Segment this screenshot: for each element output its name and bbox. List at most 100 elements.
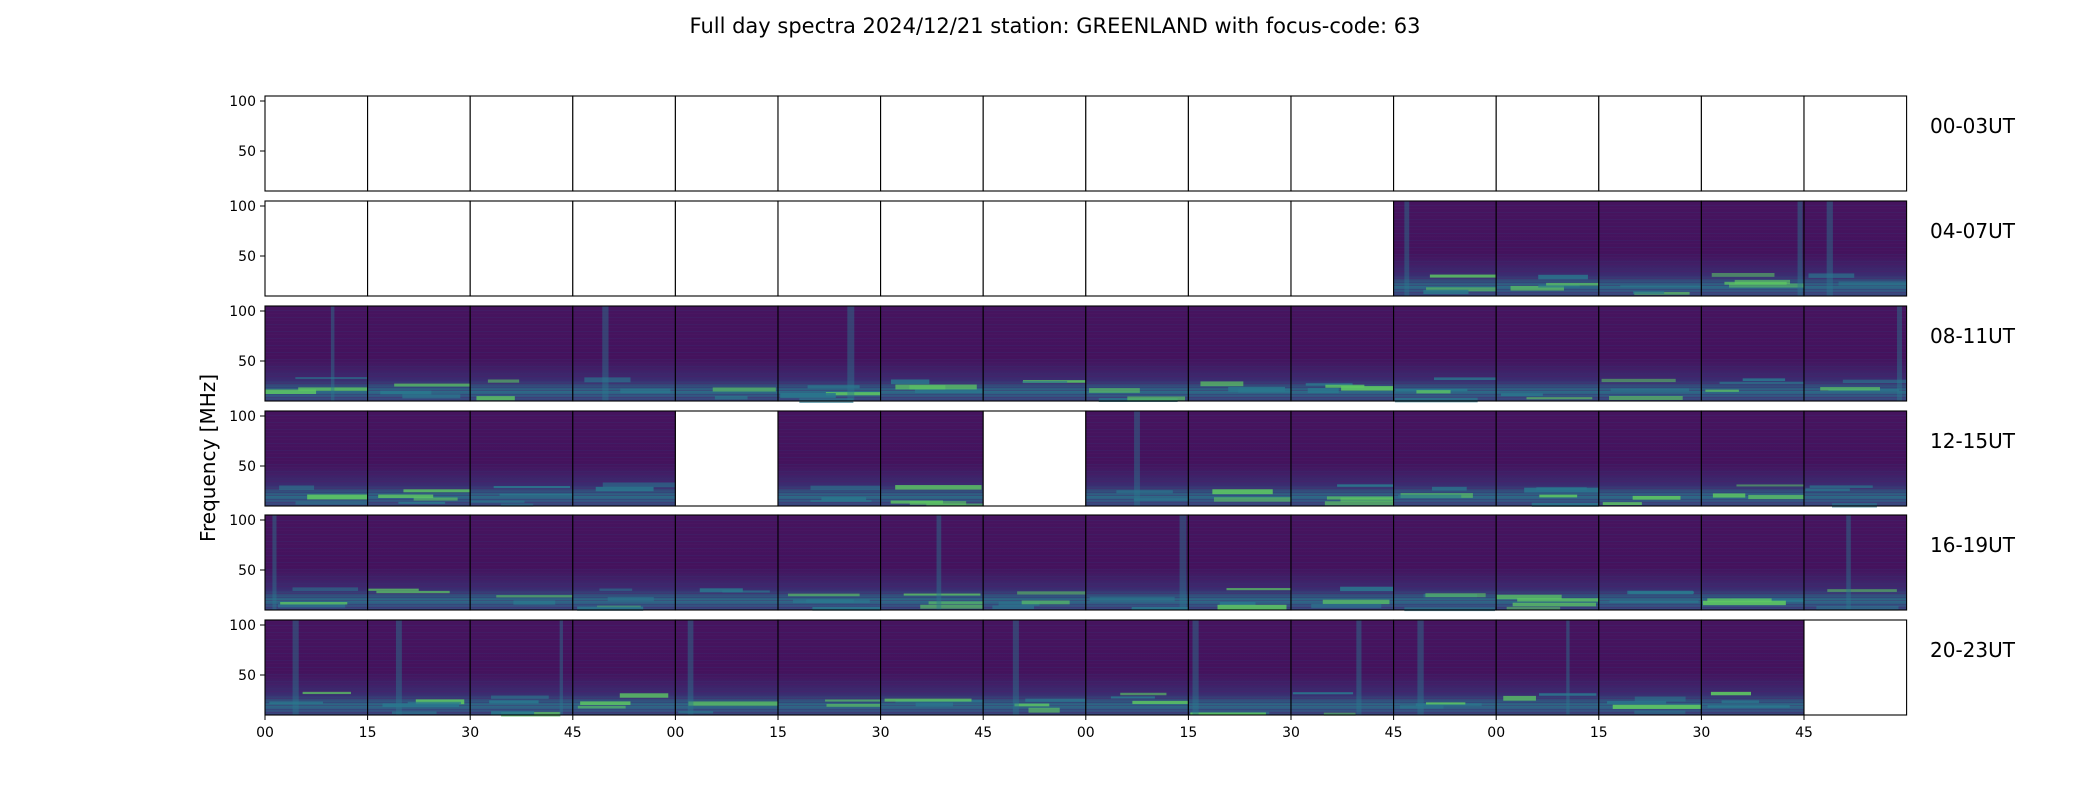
spectrum-streak <box>1356 620 1362 715</box>
spectrum-panel <box>1290 619 1395 716</box>
chart-title: Full day spectra 2024/12/21 station: GRE… <box>690 14 1421 38</box>
x-tick-label: 15 <box>1179 725 1197 741</box>
spectrum-band <box>1089 388 1140 393</box>
spectrum-band <box>1307 388 1339 394</box>
spectrum-texture <box>470 306 573 401</box>
spectrum-band <box>1022 380 1068 384</box>
x-tick-label: 45 <box>974 725 992 741</box>
spectrum-streak <box>1012 620 1019 715</box>
spectrum-band <box>403 489 471 493</box>
spectrum-band <box>1827 589 1897 592</box>
panel-grid <box>264 95 1908 717</box>
spectrum-band <box>928 601 984 605</box>
spectrum-empty <box>1291 201 1394 296</box>
spectrum-panel <box>572 95 676 192</box>
x-tick-label: 45 <box>564 725 582 741</box>
y-tick-label: 100 <box>229 618 256 634</box>
spectrum-empty <box>880 96 984 191</box>
spectrum-band <box>1602 502 1642 506</box>
y-tick-label: 50 <box>238 144 256 160</box>
spectrum-band <box>491 695 549 699</box>
row-label: 20-23UT <box>1930 638 2016 662</box>
spectrum-streak <box>1566 620 1570 715</box>
spectrum-texture <box>675 306 778 401</box>
spectrum-panel <box>1495 200 1600 297</box>
spectrum-panel <box>1393 95 1497 192</box>
spectrum-band <box>1742 378 1786 382</box>
spectrum-panel <box>1803 619 1908 716</box>
spectrum-band <box>807 385 860 389</box>
spectrum-panel <box>880 305 984 402</box>
spectrum-streak <box>602 306 609 401</box>
spectrum-band <box>295 501 368 505</box>
spectrum-band <box>1832 503 1877 508</box>
spectrum-band <box>1340 586 1394 592</box>
spectrum-band <box>398 501 446 504</box>
spectrum-band <box>1394 397 1478 403</box>
spectrum-panel <box>1700 305 1805 402</box>
spectrum-band <box>1025 698 1086 702</box>
spectrum-band <box>513 600 556 605</box>
spectrum-texture <box>367 306 471 401</box>
spectrum-empty <box>778 201 881 296</box>
spectrum-empty <box>1393 96 1497 191</box>
spectrum-band <box>1292 692 1354 695</box>
spectrum-panel <box>1803 200 1908 297</box>
spectrum-panel <box>367 410 471 507</box>
x-tick-label: 45 <box>1795 725 1813 741</box>
spectrum-band <box>1612 704 1702 709</box>
spectrum-panel <box>777 305 882 403</box>
spectrum-empty <box>367 96 471 191</box>
spectrum-band <box>1213 497 1291 502</box>
panel-frame <box>1803 619 1908 716</box>
spectrum-band <box>890 500 943 504</box>
spectrum-panel <box>1290 200 1395 297</box>
spectrum-band <box>1531 502 1599 507</box>
spectrum-empty <box>1804 96 1907 191</box>
spectrum-panel <box>1700 514 1805 611</box>
spectrum-band <box>926 503 984 507</box>
spectrum-band <box>1217 604 1287 610</box>
spectrum-panel <box>777 410 882 507</box>
spectrum-panel <box>1290 514 1395 611</box>
spectrum-band <box>998 601 1040 607</box>
spectrum-band <box>1341 386 1394 391</box>
spectrum-band <box>368 588 419 591</box>
spectrum-texture <box>880 411 984 506</box>
spectrum-band <box>380 390 432 395</box>
spectrum-panel <box>982 514 1087 611</box>
spectrum-panel <box>1495 410 1600 507</box>
spectrum-panel <box>1393 410 1497 507</box>
spectrum-texture <box>1188 620 1291 715</box>
spectrum-band <box>376 590 450 594</box>
spectrum-texture <box>1291 411 1394 506</box>
spectrum-band <box>1325 384 1365 388</box>
spectrum-empty <box>983 96 1086 191</box>
spectrum-band <box>1808 273 1855 278</box>
spectrum-panel <box>1700 200 1805 297</box>
spectrum-panel <box>469 619 574 717</box>
spectrum-band <box>1120 692 1167 696</box>
spectrum-streak <box>559 620 563 715</box>
spectrum-band <box>884 698 972 702</box>
spectrum-band <box>1712 493 1746 498</box>
spectrum-band <box>1546 282 1599 286</box>
spectrum-band <box>1340 497 1394 502</box>
spectrum-band <box>712 387 776 392</box>
row-label: 04-07UT <box>1930 219 2016 243</box>
spectrum-band <box>920 604 984 609</box>
spectrum-band <box>914 388 984 394</box>
spectrum-panel <box>1187 619 1292 716</box>
spectrum-texture <box>1701 620 1804 715</box>
spectrum-texture <box>470 515 573 610</box>
x-tick-label: 15 <box>359 725 377 741</box>
x-tick-label: 00 <box>256 725 274 741</box>
spectrum-band <box>1238 388 1291 393</box>
spectrum-band <box>1089 596 1175 602</box>
spectrum-panel <box>1803 410 1908 508</box>
y-axis-label: Frequency [MHz] <box>196 374 220 542</box>
spectrum-panel <box>1085 305 1189 402</box>
spectrum-panel <box>1187 305 1292 402</box>
spectrum-band <box>915 702 953 707</box>
